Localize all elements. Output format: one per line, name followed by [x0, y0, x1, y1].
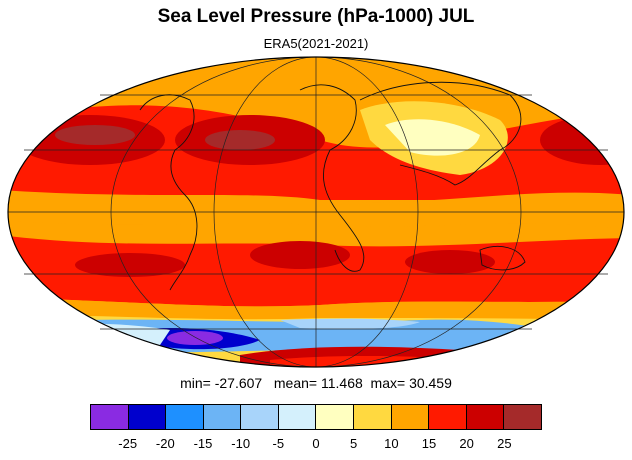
colorbar-tick-label: 15	[421, 436, 437, 451]
colorbar-tick-label: -15	[193, 436, 213, 451]
colorbar-swatch	[166, 405, 204, 429]
colorbar-swatch	[241, 405, 279, 429]
colorbar-tick-label: -10	[231, 436, 251, 451]
coastline-asia	[359, 81, 522, 186]
colorbar-swatch	[391, 405, 430, 429]
chart-subtitle: ERA5(2021-2021)	[263, 36, 369, 51]
colorbar-tick-label: -25	[118, 436, 138, 451]
colorbar-swatch	[128, 405, 167, 429]
world-map	[7, 56, 625, 368]
colorbar-swatch	[429, 405, 467, 429]
mean-value: 11.468	[320, 375, 363, 391]
colorbar-tick-label: -5	[272, 436, 285, 451]
colorbar-tick-label: 20	[459, 436, 474, 451]
statistics-line: min= -27.607 mean= 11.468 max= 30.459	[0, 375, 632, 391]
chart-title: Sea Level Pressure (hPa-1000) JUL	[157, 6, 475, 27]
mean-label: mean=	[273, 375, 318, 391]
max-label: max=	[370, 375, 406, 391]
coastline-americas	[139, 94, 198, 291]
field-antarctica	[240, 346, 460, 367]
globe-outline	[7, 56, 625, 368]
colorbar-swatch	[316, 405, 355, 429]
colorbar-tick-label: 10	[384, 436, 399, 451]
field-azores-high-core	[205, 130, 275, 150]
coastline-australia	[479, 246, 526, 271]
field-southern-low-core	[167, 331, 223, 345]
colorbar-tick-label: -20	[155, 436, 175, 451]
colorbar-labels: -25 -20 -15 -10 -5 0 5 10 15 20 25	[90, 436, 542, 454]
field-south-atlantic-high	[250, 241, 350, 269]
colorbar-swatch	[354, 405, 392, 429]
colorbar-tick-label: 0	[312, 436, 320, 451]
field-pacific-high-core	[55, 125, 135, 145]
colorbar-swatch	[504, 405, 541, 429]
colorbar-swatch	[91, 405, 129, 429]
colorbar-tick-label: 5	[350, 436, 358, 451]
colorbar-swatch	[466, 405, 505, 429]
colorbar-tick-label: 25	[497, 436, 512, 451]
colorbar	[90, 404, 542, 430]
coastlines	[139, 81, 526, 291]
min-value: -27.607	[214, 375, 263, 391]
max-value: 30.459	[409, 375, 452, 391]
field-south-pacific-high	[75, 253, 185, 277]
min-label: min=	[180, 375, 211, 391]
colorbar-swatch	[203, 405, 242, 429]
colorbar-swatch	[278, 405, 317, 429]
coastline-africa-europe	[299, 84, 365, 272]
field-indian-high	[405, 250, 495, 274]
